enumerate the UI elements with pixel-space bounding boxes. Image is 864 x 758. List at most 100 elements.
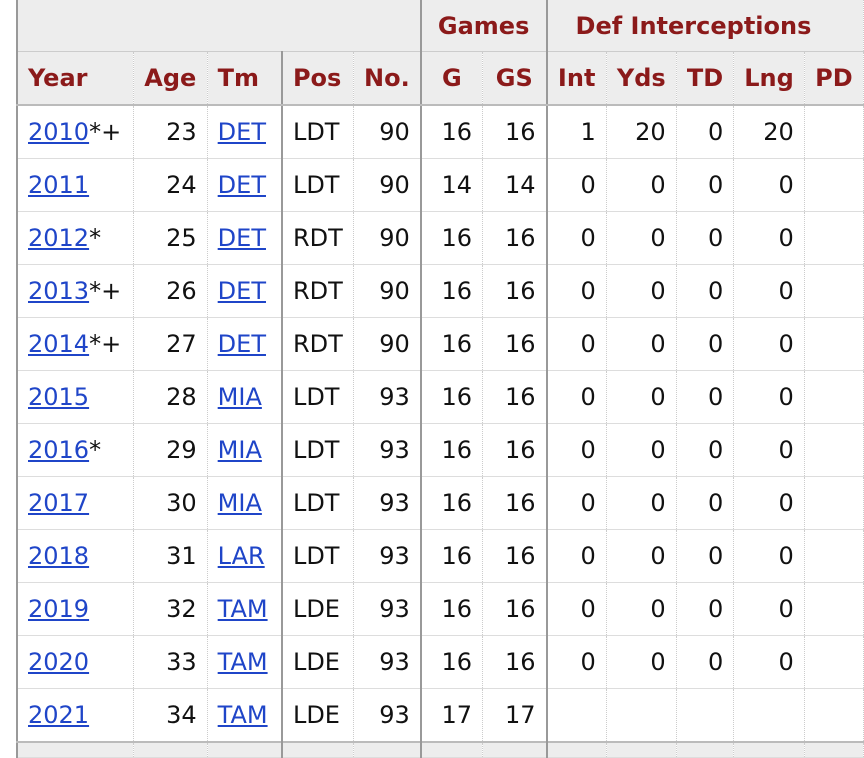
team-link[interactable]: TAM	[217, 595, 268, 623]
column-header: No.	[353, 51, 422, 106]
year-cell: 2013*+	[17, 264, 134, 318]
cell: 0	[733, 211, 805, 265]
cell: 0	[546, 423, 607, 477]
cell: 0	[546, 317, 607, 371]
honor-mark: *	[89, 224, 102, 252]
cell: 16	[420, 317, 483, 371]
team-link[interactable]: DET	[217, 224, 266, 252]
column-header: Pos	[281, 51, 355, 106]
cell: 0	[676, 529, 735, 583]
cell: 16	[482, 211, 548, 265]
cell: 16	[482, 423, 548, 477]
empty-cell	[804, 264, 864, 318]
cell: 0	[606, 635, 677, 689]
cell: 23	[133, 105, 208, 159]
year-link[interactable]: 2012	[28, 224, 90, 252]
year-cell: 2010*+	[17, 105, 134, 159]
column-header: G	[420, 51, 483, 106]
year-link[interactable]: 2018	[28, 542, 90, 570]
table-row: 2012* 25 DET RDT 90 16 16 0 0 0 0	[17, 211, 864, 265]
year-cell: 2015	[17, 370, 134, 424]
year-link[interactable]: 2019	[28, 595, 90, 623]
cell: LDE	[281, 582, 355, 636]
team-cell: DET	[207, 105, 283, 159]
cell: RDT	[281, 317, 355, 371]
year-cell: 2018	[17, 529, 134, 583]
cell: 16	[420, 476, 483, 530]
empty-cell	[676, 688, 735, 743]
team-link[interactable]: DET	[217, 118, 266, 146]
team-link[interactable]: DET	[217, 277, 266, 305]
year-link[interactable]: 2021	[28, 701, 90, 729]
year-link[interactable]: 2014	[28, 330, 90, 358]
cell: 28	[133, 370, 208, 424]
cell: 16	[420, 264, 483, 318]
year-link[interactable]: 2020	[28, 648, 90, 676]
cell: 24	[133, 158, 208, 212]
team-link[interactable]: DET	[217, 171, 266, 199]
year-link[interactable]: 2010	[28, 118, 90, 146]
year-link[interactable]: 2011	[28, 171, 90, 199]
cell: LDT	[281, 370, 355, 424]
cell: 0	[676, 635, 735, 689]
team-link[interactable]: TAM	[217, 701, 268, 729]
cell: 32	[133, 582, 208, 636]
cell: 93	[353, 582, 422, 636]
team-cell: TAM	[207, 688, 283, 743]
cell: 29	[133, 423, 208, 477]
cell: 0	[546, 158, 607, 212]
cell: 16	[420, 529, 483, 583]
honor-mark: *+	[89, 330, 122, 358]
team-cell: TAM	[207, 635, 283, 689]
cell: 1	[546, 105, 607, 159]
empty-cell	[804, 635, 864, 689]
cell: 30	[133, 476, 208, 530]
year-link[interactable]: 2017	[28, 489, 90, 517]
cell: 0	[733, 158, 805, 212]
cell: 0	[606, 529, 677, 583]
cell: LDT	[281, 476, 355, 530]
cell: LDT	[281, 423, 355, 477]
honor-mark: *+	[89, 118, 122, 146]
team-link[interactable]: LAR	[217, 542, 265, 570]
team-link[interactable]: MIA	[217, 436, 262, 464]
year-link[interactable]: 2016	[28, 436, 90, 464]
cell: 16	[482, 476, 548, 530]
cell: 16	[482, 529, 548, 583]
cell: 34	[133, 688, 208, 743]
cell: 16	[482, 317, 548, 371]
year-link[interactable]: 2015	[28, 383, 90, 411]
cell: 0	[546, 635, 607, 689]
cell: 16	[420, 211, 483, 265]
cell: 93	[353, 423, 422, 477]
table-row: 2010*+ 23 DET LDT 90 16 16 1 20 0 20	[17, 105, 864, 159]
cell: 33	[133, 635, 208, 689]
cell: 0	[546, 264, 607, 318]
cell: LDT	[281, 105, 355, 159]
column-header: Tm	[207, 51, 283, 106]
cell: 26	[133, 264, 208, 318]
empty-cell	[804, 582, 864, 636]
table-row: 2014*+ 27 DET RDT 90 16 16 0 0 0 0	[17, 317, 864, 371]
team-link[interactable]: MIA	[217, 383, 262, 411]
cell: RDT	[281, 211, 355, 265]
empty-cell	[804, 370, 864, 424]
cell: 16	[482, 635, 548, 689]
year-link[interactable]: 2013	[28, 277, 90, 305]
cell: 0	[676, 264, 735, 318]
cell: 14	[420, 158, 483, 212]
team-cell: DET	[207, 211, 283, 265]
year-cell: 2014*+	[17, 317, 134, 371]
cell: 0	[606, 582, 677, 636]
year-cell: 2021	[17, 688, 134, 743]
year-cell: 2017	[17, 476, 134, 530]
cell: 20	[606, 105, 677, 159]
cell: 17	[482, 688, 548, 743]
team-link[interactable]: MIA	[217, 489, 262, 517]
team-link[interactable]: DET	[217, 330, 266, 358]
group-header: Def Interceptions	[546, 0, 864, 52]
cell: 16	[420, 105, 483, 159]
table-row: 2021 34 TAM LDE 93 17 17	[17, 688, 864, 743]
team-link[interactable]: TAM	[217, 648, 268, 676]
